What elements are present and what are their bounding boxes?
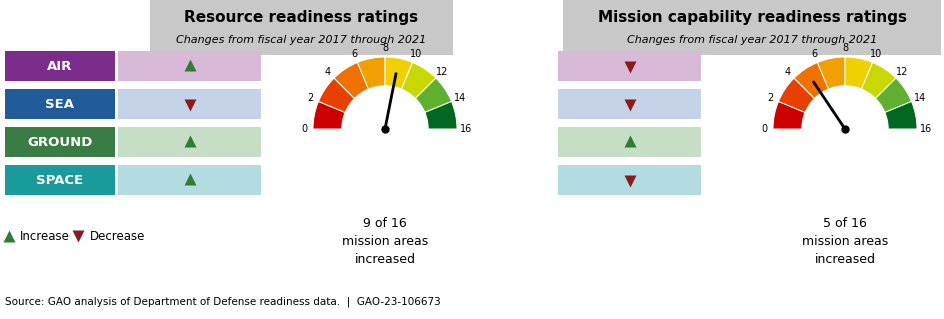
FancyBboxPatch shape [118, 89, 261, 119]
Wedge shape [334, 63, 368, 99]
FancyBboxPatch shape [557, 165, 700, 195]
Wedge shape [875, 78, 911, 113]
Text: 9 of 16
mission areas
increased: 9 of 16 mission areas increased [342, 217, 428, 266]
FancyBboxPatch shape [118, 51, 261, 81]
Text: 4: 4 [325, 67, 330, 77]
FancyBboxPatch shape [5, 127, 115, 157]
Text: 16: 16 [460, 124, 472, 134]
Text: 0: 0 [760, 124, 767, 134]
Text: 0: 0 [300, 124, 307, 134]
Text: 2: 2 [767, 93, 772, 103]
Text: 12: 12 [435, 67, 448, 77]
Text: 14: 14 [453, 93, 465, 103]
Text: 14: 14 [913, 93, 925, 103]
Text: Decrease: Decrease [90, 229, 145, 242]
FancyBboxPatch shape [557, 89, 700, 119]
FancyBboxPatch shape [557, 127, 700, 157]
Text: 8: 8 [841, 43, 847, 53]
Wedge shape [357, 57, 384, 89]
Text: Increase: Increase [20, 229, 70, 242]
Text: 5 of 16
mission areas
increased: 5 of 16 mission areas increased [801, 217, 887, 266]
Text: 10: 10 [410, 49, 422, 59]
Wedge shape [778, 78, 814, 113]
Wedge shape [844, 57, 871, 89]
Text: 2: 2 [307, 93, 313, 103]
Text: Resource readiness ratings: Resource readiness ratings [184, 10, 418, 25]
Text: 4: 4 [784, 67, 790, 77]
Text: 12: 12 [895, 67, 907, 77]
FancyBboxPatch shape [5, 165, 115, 195]
Text: Mission capability readiness ratings: Mission capability readiness ratings [597, 10, 905, 25]
FancyBboxPatch shape [150, 0, 452, 55]
Wedge shape [401, 63, 435, 99]
Wedge shape [415, 78, 451, 113]
Wedge shape [318, 78, 354, 113]
FancyBboxPatch shape [563, 0, 940, 55]
Text: SEA: SEA [45, 98, 75, 110]
Text: AIR: AIR [47, 60, 73, 72]
Wedge shape [817, 57, 844, 89]
Text: Changes from fiscal year 2017 through 2021: Changes from fiscal year 2017 through 20… [177, 34, 426, 45]
Text: 6: 6 [350, 49, 357, 59]
Text: Changes from fiscal year 2017 through 2021: Changes from fiscal year 2017 through 20… [626, 34, 876, 45]
Wedge shape [772, 101, 804, 129]
FancyBboxPatch shape [557, 51, 700, 81]
Wedge shape [384, 57, 413, 89]
FancyBboxPatch shape [5, 51, 115, 81]
Wedge shape [793, 63, 828, 99]
Text: 8: 8 [381, 43, 388, 53]
Text: GROUND: GROUND [27, 136, 93, 149]
Text: 6: 6 [810, 49, 817, 59]
Text: Source: GAO analysis of Department of Defense readiness data.  |  GAO-23-106673: Source: GAO analysis of Department of De… [5, 296, 440, 307]
Text: SPACE: SPACE [37, 174, 83, 187]
FancyBboxPatch shape [118, 165, 261, 195]
Text: 16: 16 [919, 124, 931, 134]
FancyBboxPatch shape [5, 89, 115, 119]
Wedge shape [312, 101, 345, 129]
Text: 10: 10 [868, 49, 881, 59]
Wedge shape [425, 101, 457, 129]
Wedge shape [861, 63, 895, 99]
Wedge shape [884, 101, 916, 129]
FancyBboxPatch shape [118, 127, 261, 157]
